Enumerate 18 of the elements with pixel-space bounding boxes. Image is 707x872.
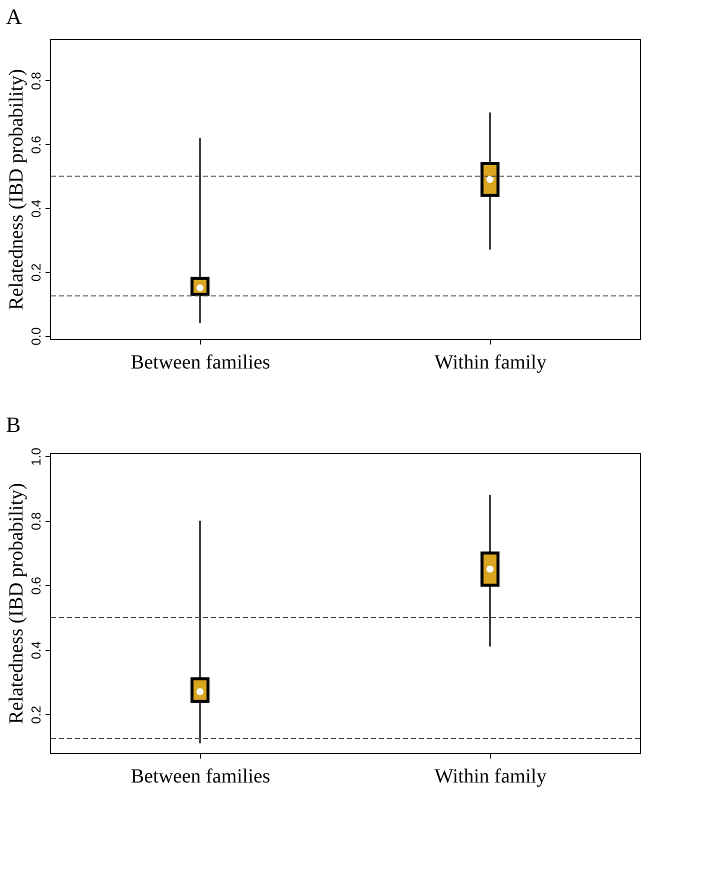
y-axis-title: Relatedness (IBD probability)	[6, 482, 28, 724]
y-tick-label: 0.6	[28, 576, 44, 595]
chart-title: B	[6, 412, 21, 438]
y-tick-label: 0.4	[28, 200, 44, 218]
y-tick-label: 0.2	[28, 263, 44, 282]
y-tick-label: 0.6	[28, 136, 44, 154]
y-tick-label: 1.0	[28, 448, 44, 466]
y-tick-label: 0.2	[28, 706, 44, 724]
chart-title: A	[6, 4, 22, 29]
y-tick-label: 0.8	[28, 72, 44, 90]
y-axis-title: Relatedness (IBD probability)	[6, 68, 28, 310]
y-tick-label: 0.4	[28, 641, 44, 660]
y-tick-label: 0.0	[28, 327, 44, 346]
x-tick-label: Between families	[130, 766, 270, 788]
x-tick-label: Within family	[434, 766, 546, 788]
x-tick-label: Between families	[130, 352, 270, 374]
y-tick-label: 0.8	[28, 512, 44, 530]
x-tick-label: Within family	[434, 352, 546, 374]
